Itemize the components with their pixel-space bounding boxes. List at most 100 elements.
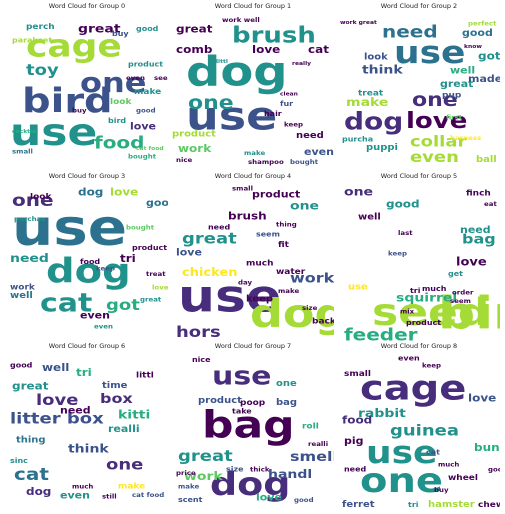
word-cloud-word: great	[78, 22, 121, 36]
word-cloud-word: cat	[40, 288, 92, 318]
word-cloud-word: love	[130, 122, 156, 132]
word-cloud-word: cat	[426, 448, 440, 456]
word-cloud-word: bought	[290, 158, 318, 165]
word-cloud-panel: Word Cloud for Group 3 use dog cat one got nee…	[6, 172, 168, 344]
word-cloud-word: treat	[146, 270, 166, 277]
word-cloud-word: need	[60, 406, 91, 416]
word-cloud-word: product	[128, 60, 164, 68]
word-cloud-word: clean	[280, 92, 298, 98]
word-cloud-word: need	[296, 131, 324, 141]
word-cloud-word: product	[172, 129, 216, 139]
word-cloud-word: realli	[308, 440, 328, 447]
word-cloud-canvas: seedbird feeder squirrel bag love one good need…	[344, 186, 500, 344]
word-cloud-word: even	[398, 354, 420, 362]
word-cloud-word: shampoo	[248, 158, 284, 165]
word-cloud-word: roll	[302, 421, 319, 430]
word-cloud-word: cat	[14, 465, 49, 484]
word-cloud-word: take	[232, 407, 252, 415]
word-cloud-word: need	[382, 23, 438, 42]
word-cloud-word: work	[178, 143, 212, 155]
word-cloud-word: keep	[96, 265, 115, 272]
word-cloud-word: food	[342, 414, 372, 426]
word-cloud-word: one	[12, 191, 54, 210]
word-cloud-word: fit	[278, 239, 289, 248]
word-cloud-word: feeder	[344, 326, 418, 344]
word-cloud-word: harness	[450, 134, 481, 141]
word-cloud-word: hair	[264, 110, 282, 118]
word-cloud-word: one	[276, 379, 297, 389]
word-cloud-word: tri	[120, 253, 136, 265]
word-cloud-word: one	[344, 186, 373, 200]
word-cloud-word: need	[10, 252, 49, 266]
word-cloud-title: Word Cloud for Group 7	[214, 342, 292, 350]
word-cloud-word: use	[10, 110, 97, 154]
word-cloud-word: got	[106, 295, 140, 313]
word-cloud-word: good	[10, 361, 32, 369]
word-cloud-word: still	[102, 493, 117, 500]
word-cloud-word: work great	[340, 20, 377, 26]
word-cloud-word: nice	[176, 157, 193, 164]
word-cloud-word: small	[12, 148, 33, 155]
word-cloud-word: size	[226, 465, 244, 473]
word-cloud-word: even	[80, 311, 110, 321]
word-cloud-word: guinea	[390, 421, 459, 439]
word-cloud-word: use	[366, 434, 437, 470]
word-cloud-word: seem	[450, 298, 471, 305]
word-cloud-word: buy	[434, 486, 449, 493]
word-cloud-word: good	[136, 24, 158, 32]
word-cloud-panel: Word Cloud for Group 7 bag dog use great smel…	[172, 342, 334, 514]
word-cloud-word: food	[80, 257, 100, 265]
word-cloud-word: make	[346, 96, 389, 110]
word-cloud-word: dog	[46, 251, 131, 290]
word-cloud-word: eat	[484, 200, 497, 207]
word-cloud-word: brush	[232, 23, 316, 49]
word-cloud-word: work	[10, 282, 35, 291]
word-cloud-word: box	[100, 390, 133, 407]
word-cloud-word: cocktiel	[12, 129, 38, 135]
word-cloud-word: love	[176, 248, 202, 258]
word-cloud-word: well	[42, 362, 69, 374]
word-cloud-title: Word Cloud for Group 2	[380, 2, 458, 10]
word-cloud-word: look	[30, 192, 52, 201]
word-cloud-word: price	[176, 469, 196, 476]
word-cloud-word: kitti	[118, 408, 150, 422]
word-cloud-word: thick	[250, 466, 270, 473]
word-cloud-word: tri	[410, 286, 421, 294]
word-cloud-panel: Word Cloud for Group 0 use bird cage one food…	[6, 2, 168, 174]
word-cloud-word: bunni	[474, 442, 500, 454]
word-cloud-word: use	[12, 199, 127, 257]
word-cloud-canvas: usebirdcageonefoodtoygreatloveproductloo…	[10, 22, 168, 161]
word-cloud-word: mix	[400, 308, 415, 315]
word-cloud-word: littl	[216, 59, 228, 65]
word-cloud-word: good	[294, 497, 314, 504]
word-cloud-word: bird	[108, 116, 126, 124]
word-cloud-word: poop	[240, 398, 265, 407]
word-cloud-word: treat	[358, 88, 383, 97]
word-cloud-word: finch	[466, 188, 491, 197]
word-cloud-word: fur	[280, 99, 293, 107]
word-cloud-word: use	[178, 271, 281, 322]
word-cloud-word: thing	[276, 221, 297, 228]
word-cloud-word: even	[410, 147, 459, 165]
word-cloud-word: bird	[22, 81, 113, 120]
word-cloud-word: squirrel	[396, 291, 457, 305]
word-cloud-word: well	[358, 212, 381, 222]
word-cloud-word: good	[146, 199, 168, 209]
word-cloud-word: keep	[388, 250, 407, 257]
word-cloud-word: food	[94, 134, 144, 153]
word-cloud-word: use	[186, 94, 277, 140]
word-cloud-word: need	[460, 226, 491, 236]
word-cloud-word: love	[468, 392, 497, 404]
word-cloud-word: need	[344, 465, 366, 473]
word-cloud-word: got	[478, 51, 500, 63]
word-cloud-word: littl	[136, 370, 154, 379]
word-cloud-word: purchas	[14, 216, 46, 223]
word-cloud-word: ball	[476, 155, 497, 165]
word-cloud-word: one	[360, 461, 443, 500]
word-cloud-panel: Word Cloud for Group 5 seedbird feeder squi…	[338, 172, 500, 344]
word-cloud-word: perfect	[468, 20, 496, 27]
word-cloud-word: one	[106, 455, 143, 473]
